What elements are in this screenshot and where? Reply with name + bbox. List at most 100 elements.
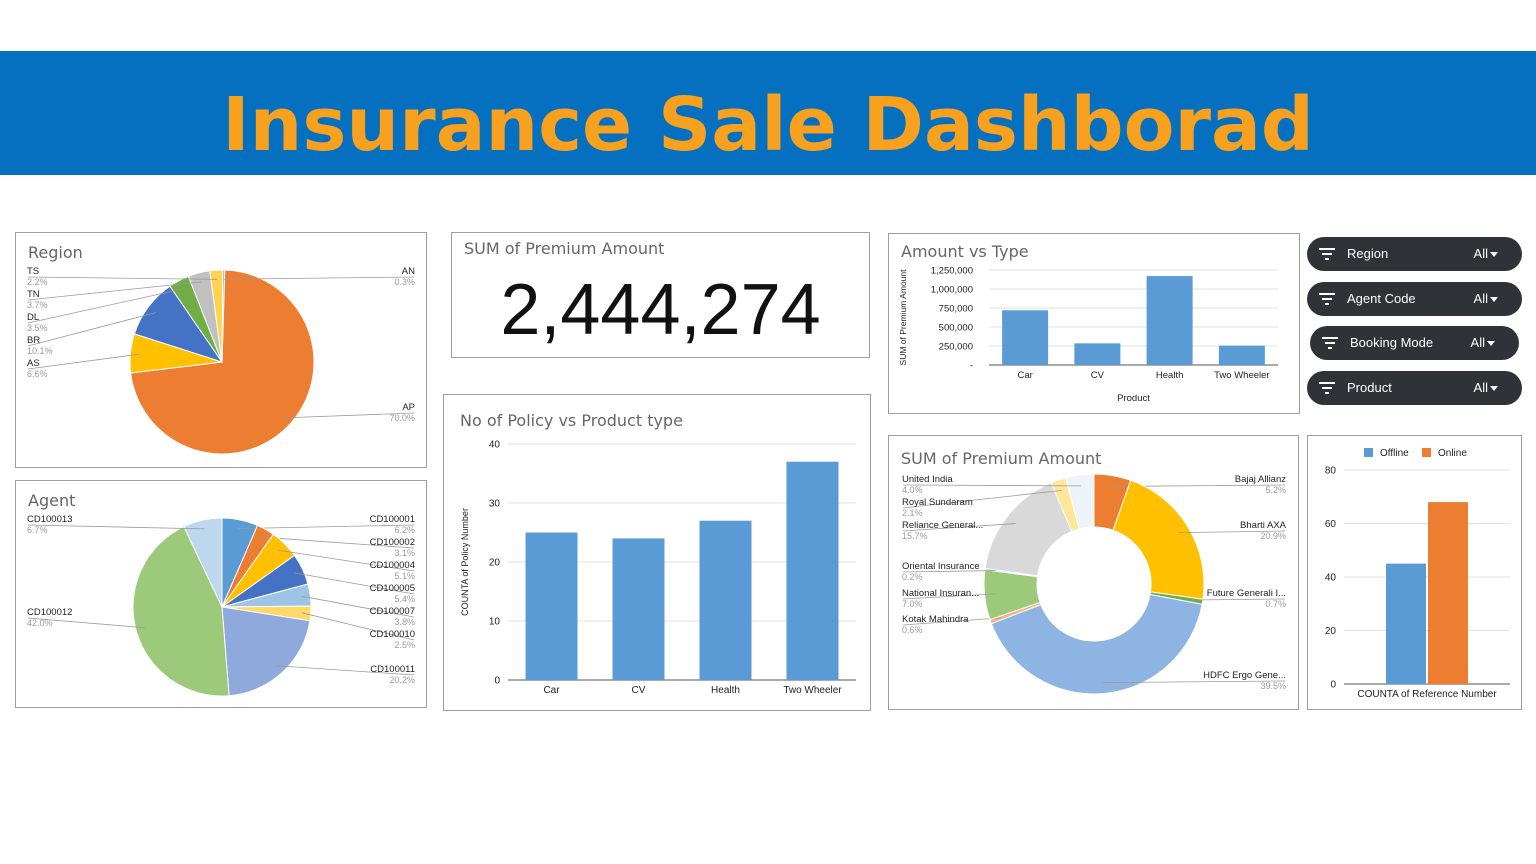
x-tick-label: Car	[543, 685, 560, 696]
slice-percent: 39.5%	[1260, 681, 1286, 691]
amount-chart-title: Amount vs Type	[901, 242, 1029, 261]
filter-icon	[1319, 293, 1335, 305]
agent-slice	[221, 606, 311, 697]
slice-percent: 5.4%	[394, 594, 415, 604]
slice-label: AP	[402, 402, 415, 413]
x-tick-label: Car	[1017, 370, 1032, 381]
slice-percent: 0.6%	[902, 625, 923, 635]
slice-label: United India	[902, 474, 953, 485]
booking-mode-chart-panel: 0 20 40 60 80 Offline Online COUNTA of Referenc…	[1307, 435, 1522, 710]
leader-line	[27, 312, 156, 347]
leader-line	[283, 412, 415, 419]
leader-line	[27, 288, 184, 324]
y-axis-label: COUNTA of Policy Number	[460, 508, 470, 616]
amount-chart-panel: Amount vs Type - 250,000 500,000 750,000 1,0…	[888, 233, 1300, 414]
agent-slice	[132, 525, 230, 697]
filter-icon	[1319, 248, 1335, 260]
legend-label: Online	[1438, 448, 1467, 459]
y-tick-label: 10	[489, 617, 501, 628]
region-slice	[221, 269, 226, 363]
legend-swatch	[1364, 448, 1373, 457]
leader-line	[902, 570, 996, 573]
slice-label: Royal Sundaram	[902, 497, 973, 508]
slice-percent: 6.2%	[394, 525, 415, 535]
filter-product[interactable]: Product All	[1307, 371, 1522, 405]
agent-chart-title: Agent	[28, 491, 76, 510]
y-tick-label: 80	[1325, 466, 1337, 477]
x-tick-label: Health	[1156, 370, 1183, 381]
booking-mode-bar-chart: 0 20 40 60 80 Offline Online COUNTA of Referenc…	[1325, 448, 1510, 700]
slice-label: BR	[27, 335, 40, 346]
leader-line	[294, 572, 415, 595]
slice-percent: 3.5%	[27, 323, 48, 333]
insurer-chart-title: SUM of Premium Amount	[901, 449, 1102, 468]
slice-percent: 6.7%	[27, 525, 48, 535]
slice-percent: 7.0%	[902, 599, 923, 609]
slice-percent: 3.1%	[394, 548, 415, 558]
filter-region-label: Region	[1347, 246, 1389, 261]
slice-percent: 15.7%	[902, 531, 928, 541]
chevron-down-icon	[1487, 341, 1495, 346]
bar	[786, 461, 839, 680]
insurer-slice	[1112, 479, 1205, 600]
policy-chart-title: No of Policy vs Product type	[460, 411, 683, 430]
bar	[1074, 343, 1121, 365]
slice-label: HDFC Ergo Gene...	[1203, 670, 1286, 681]
y-tick-label: -	[970, 361, 973, 372]
x-tick-label: Health	[711, 685, 740, 696]
policy-bar-chart: 0 10 20 30 40 Car CV Health Two Wheeler COUNTA of…	[460, 440, 856, 696]
slice-label: CD100010	[370, 629, 415, 640]
y-tick-label: 40	[1325, 573, 1337, 584]
leader-line	[27, 353, 140, 370]
leader-line	[902, 484, 1082, 487]
leader-line	[1178, 530, 1286, 534]
filter-agent-code-label: Agent Code	[1347, 291, 1416, 306]
slice-percent: 3.8%	[394, 617, 415, 627]
leader-line	[238, 524, 415, 529]
leader-line	[902, 593, 996, 600]
slice-percent: 5.2%	[1265, 485, 1286, 495]
filter-agent-code-value: All	[1473, 291, 1488, 306]
leader-line	[276, 665, 415, 676]
x-tick-label: CV	[1091, 370, 1105, 381]
slice-percent: 6.6%	[27, 369, 48, 379]
agent-slice	[183, 517, 223, 608]
amount-bar-chart: - 250,000 500,000 750,000 1,000,000 1,250,000…	[898, 266, 1278, 404]
insurer-chart-panel: SUM of Premium Amount Bajaj Allianz 5.2% B…	[888, 435, 1299, 710]
leader-line	[278, 549, 415, 572]
chevron-down-icon	[1490, 252, 1498, 257]
bar	[1002, 310, 1049, 365]
x-axis-label: Product	[1117, 393, 1150, 404]
region-chart-title: Region	[28, 243, 83, 262]
slice-label: AN	[402, 266, 415, 277]
leader-line	[261, 536, 415, 549]
y-tick-label: 20	[489, 558, 501, 569]
y-tick-label: 0	[1330, 680, 1336, 691]
filter-booking-mode-label: Booking Mode	[1350, 335, 1434, 350]
bar	[525, 532, 578, 680]
leader-line	[1103, 680, 1286, 683]
slice-label: Bajaj Allianz	[1235, 474, 1286, 485]
y-tick-label: 1,250,000	[931, 266, 973, 277]
slice-percent: 70.0%	[389, 413, 415, 423]
slice-label: CD100013	[27, 514, 72, 525]
filter-booking-mode[interactable]: Booking Mode All	[1310, 326, 1519, 360]
filter-booking-mode-value: All	[1470, 335, 1485, 350]
slice-label: Reliance General...	[902, 520, 983, 531]
leader-line	[1191, 598, 1286, 601]
slice-percent: 0.3%	[394, 277, 415, 287]
y-tick-label: 250,000	[939, 342, 973, 353]
slice-label: CD100001	[370, 514, 415, 525]
slice-label: CD100004	[370, 560, 415, 571]
leader-line	[902, 489, 1062, 509]
leader-line	[27, 524, 205, 530]
filter-region-value: All	[1473, 246, 1488, 261]
filter-icon	[1319, 382, 1335, 394]
filter-region[interactable]: Region All	[1307, 237, 1522, 271]
filter-agent-code[interactable]: Agent Code All	[1307, 282, 1522, 316]
slice-label: Future Generali I...	[1207, 588, 1286, 599]
leader-line	[902, 617, 1001, 626]
insurer-slice	[1064, 473, 1095, 530]
